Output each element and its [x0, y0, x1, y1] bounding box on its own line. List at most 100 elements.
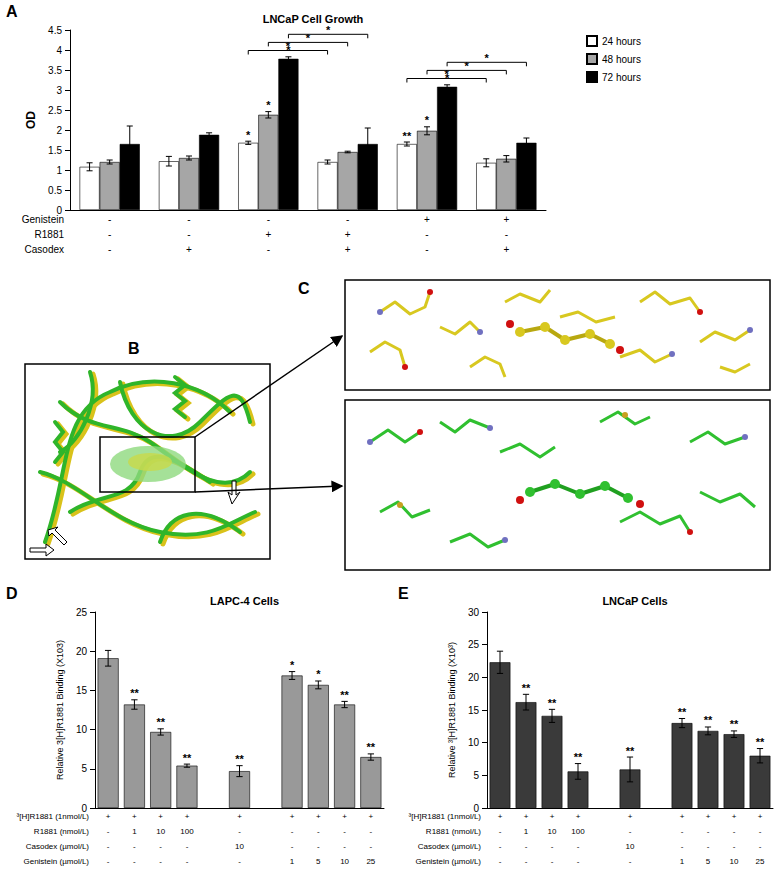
- svg-text:-: -: [707, 842, 710, 851]
- svg-text:+: +: [265, 229, 271, 240]
- svg-text:R1881 (nmol/L): R1881 (nmol/L): [426, 827, 481, 836]
- svg-text:Genistein (µmol/L): Genistein (µmol/L): [415, 857, 481, 866]
- svg-text:20: 20: [468, 672, 480, 683]
- svg-text:-: -: [186, 857, 189, 866]
- svg-text:15: 15: [76, 685, 88, 696]
- svg-text:**: **: [130, 687, 139, 699]
- svg-text:1: 1: [56, 165, 62, 176]
- svg-text:+: +: [706, 812, 711, 821]
- svg-text:+: +: [237, 812, 242, 821]
- svg-text:**: **: [403, 130, 412, 142]
- svg-text:**: **: [340, 689, 349, 701]
- svg-text:25: 25: [76, 607, 88, 618]
- svg-text:-: -: [525, 857, 528, 866]
- svg-text:-: -: [159, 857, 162, 866]
- svg-text:-: -: [707, 827, 710, 836]
- svg-text:+: +: [550, 812, 555, 821]
- svg-text:B: B: [128, 340, 140, 357]
- svg-text:-: -: [291, 827, 294, 836]
- svg-text:10: 10: [730, 857, 739, 866]
- svg-text:Relative ³[H]R1881 Binding (X1: Relative ³[H]R1881 Binding (X10³): [447, 642, 457, 778]
- svg-text:4: 4: [56, 45, 62, 56]
- svg-text:+: +: [186, 244, 192, 255]
- svg-text:**: **: [704, 714, 713, 726]
- svg-text:C: C: [298, 280, 310, 297]
- svg-text:D: D: [6, 585, 18, 602]
- svg-text:48 hours: 48 hours: [602, 54, 641, 65]
- svg-text:+: +: [106, 812, 111, 821]
- svg-text:-: -: [343, 827, 346, 836]
- svg-text:25: 25: [756, 857, 765, 866]
- svg-text:**: **: [730, 718, 739, 730]
- svg-text:0: 0: [56, 205, 62, 216]
- svg-text:-: -: [267, 244, 270, 255]
- svg-text:-: -: [577, 857, 580, 866]
- svg-text:-: -: [107, 827, 110, 836]
- svg-text:1: 1: [290, 857, 295, 866]
- svg-text:*: *: [290, 659, 295, 671]
- svg-text:-: -: [681, 842, 684, 851]
- svg-text:LAPC-4 Cells: LAPC-4 Cells: [210, 595, 279, 607]
- svg-text:**: **: [756, 736, 765, 748]
- svg-text:R1881 (nmol/L): R1881 (nmol/L): [34, 827, 89, 836]
- svg-text:-: -: [370, 842, 373, 851]
- svg-text:0.5: 0.5: [48, 185, 62, 196]
- svg-text:-: -: [346, 214, 349, 225]
- svg-text:+: +: [498, 812, 503, 821]
- svg-text:5: 5: [706, 857, 711, 866]
- svg-text:-: -: [505, 229, 508, 240]
- svg-text:-: -: [187, 229, 190, 240]
- svg-text:**: **: [548, 697, 557, 709]
- svg-text:**: **: [235, 753, 244, 765]
- svg-text:E: E: [398, 585, 409, 602]
- svg-text:-: -: [629, 857, 632, 866]
- svg-text:³[H]R1881 (1nmol/L): ³[H]R1881 (1nmol/L): [409, 812, 482, 821]
- svg-text:**: **: [522, 682, 531, 694]
- svg-text:+: +: [424, 214, 430, 225]
- svg-text:-: -: [317, 827, 320, 836]
- svg-text:*: *: [246, 129, 251, 141]
- svg-text:3.5: 3.5: [48, 65, 62, 76]
- svg-text:*: *: [286, 40, 291, 52]
- svg-text:10: 10: [156, 827, 165, 836]
- svg-text:1: 1: [680, 857, 685, 866]
- svg-text:Genistein (µmol/L): Genistein (µmol/L): [23, 857, 89, 866]
- svg-text:2.5: 2.5: [48, 105, 62, 116]
- svg-text:*: *: [425, 114, 430, 126]
- svg-text:-: -: [238, 857, 241, 866]
- svg-text:25: 25: [468, 639, 480, 650]
- svg-text:10: 10: [76, 724, 88, 735]
- svg-text:**: **: [367, 741, 376, 753]
- svg-text:-: -: [107, 857, 110, 866]
- svg-text:-: -: [499, 827, 502, 836]
- svg-text:100: 100: [180, 827, 194, 836]
- svg-text:Casodex (µmol/L): Casodex (µmol/L): [418, 842, 482, 851]
- svg-text:-: -: [629, 827, 632, 836]
- svg-text:+: +: [628, 812, 633, 821]
- svg-text:-: -: [551, 857, 554, 866]
- svg-text:5: 5: [81, 763, 87, 774]
- svg-text:**: **: [574, 751, 583, 763]
- svg-text:**: **: [626, 745, 635, 757]
- svg-text:0: 0: [81, 803, 87, 814]
- svg-text:*: *: [485, 52, 490, 64]
- svg-text:*: *: [306, 32, 311, 44]
- svg-text:+: +: [345, 229, 351, 240]
- svg-text:25: 25: [366, 857, 375, 866]
- svg-text:10: 10: [340, 857, 349, 866]
- svg-text:-: -: [425, 229, 428, 240]
- svg-text:A: A: [6, 3, 18, 20]
- svg-text:*: *: [465, 60, 470, 72]
- svg-text:+: +: [758, 812, 763, 821]
- svg-text:-: -: [733, 827, 736, 836]
- svg-text:+: +: [524, 812, 529, 821]
- svg-text:+: +: [576, 812, 581, 821]
- svg-text:Casodex: Casodex: [25, 244, 64, 255]
- svg-text:+: +: [316, 812, 321, 821]
- svg-text:-: -: [186, 842, 189, 851]
- svg-text:1: 1: [132, 827, 137, 836]
- svg-text:-: -: [133, 842, 136, 851]
- svg-text:5: 5: [473, 770, 479, 781]
- svg-text:+: +: [503, 214, 509, 225]
- svg-text:LNCaP Cells: LNCaP Cells: [602, 595, 667, 607]
